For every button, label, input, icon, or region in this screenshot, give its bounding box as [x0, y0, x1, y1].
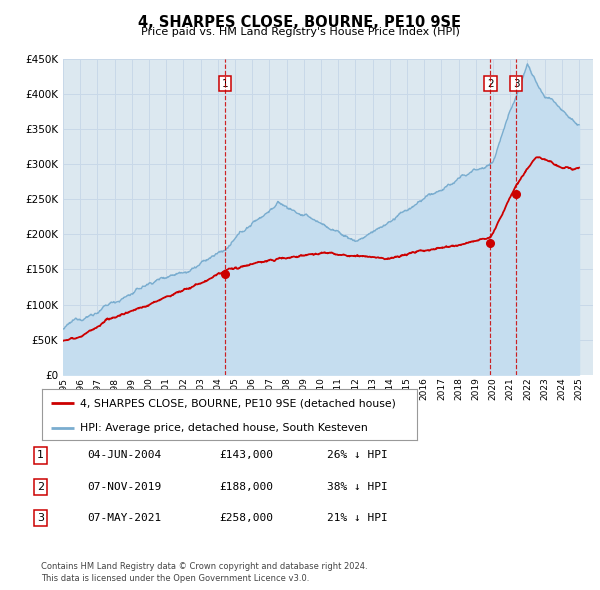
Text: 3: 3 [513, 78, 520, 88]
Text: 1: 1 [222, 78, 229, 88]
Text: 4, SHARPES CLOSE, BOURNE, PE10 9SE (detached house): 4, SHARPES CLOSE, BOURNE, PE10 9SE (deta… [80, 398, 395, 408]
Text: 07-NOV-2019: 07-NOV-2019 [87, 482, 161, 491]
Text: This data is licensed under the Open Government Licence v3.0.: This data is licensed under the Open Gov… [41, 574, 309, 583]
Text: 2: 2 [37, 482, 44, 491]
Text: 26% ↓ HPI: 26% ↓ HPI [327, 451, 388, 460]
Text: 38% ↓ HPI: 38% ↓ HPI [327, 482, 388, 491]
Text: 3: 3 [37, 513, 44, 523]
Text: Contains HM Land Registry data © Crown copyright and database right 2024.: Contains HM Land Registry data © Crown c… [41, 562, 367, 571]
Text: 1: 1 [37, 451, 44, 460]
Text: HPI: Average price, detached house, South Kesteven: HPI: Average price, detached house, Sout… [80, 422, 367, 432]
Text: Price paid vs. HM Land Registry's House Price Index (HPI): Price paid vs. HM Land Registry's House … [140, 27, 460, 37]
Text: £258,000: £258,000 [219, 513, 273, 523]
Text: 4, SHARPES CLOSE, BOURNE, PE10 9SE: 4, SHARPES CLOSE, BOURNE, PE10 9SE [139, 15, 461, 30]
Text: £188,000: £188,000 [219, 482, 273, 491]
Text: £143,000: £143,000 [219, 451, 273, 460]
Text: 21% ↓ HPI: 21% ↓ HPI [327, 513, 388, 523]
Text: 2: 2 [487, 78, 494, 88]
Text: 04-JUN-2004: 04-JUN-2004 [87, 451, 161, 460]
Text: 07-MAY-2021: 07-MAY-2021 [87, 513, 161, 523]
